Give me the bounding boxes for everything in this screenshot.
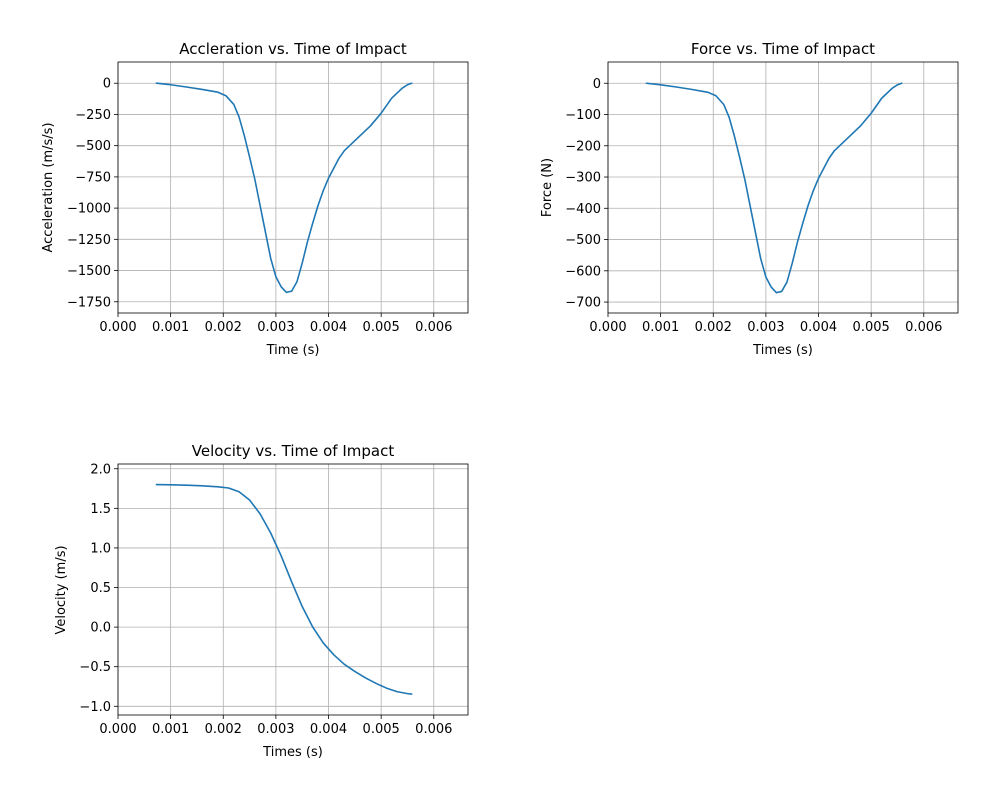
acceleration-x-tick-label: 0.002 (205, 320, 242, 335)
force-y-tick-label: −100 (565, 108, 601, 123)
velocity-chart-title: Velocity vs. Time of Impact (192, 442, 395, 460)
force-y-tick-label: −500 (565, 233, 601, 248)
force-y-tick-label: −600 (565, 264, 601, 279)
acceleration-chart-title: Accleration vs. Time of Impact (179, 40, 407, 58)
velocity-chart: Velocity vs. Time of Impact Times (s) Ve… (54, 442, 469, 760)
force-x-axis-label: Times (s) (752, 343, 813, 358)
force-y-tick-label: −200 (565, 139, 601, 154)
velocity-x-tick-label: 0.002 (205, 722, 242, 737)
acceleration-y-tick-label: −1500 (67, 264, 111, 279)
acceleration-chart: Accleration vs. Time of Impact Time (s) … (41, 40, 469, 358)
force-x-tick-label: 0.006 (905, 320, 942, 335)
force-x-tick-label: 0.001 (642, 320, 679, 335)
velocity-x-axis-label: Times (s) (262, 745, 323, 760)
force-x-tick-label: 0.004 (800, 320, 837, 335)
acceleration-y-tick-label: −1750 (67, 295, 111, 310)
velocity-y-tick-label: 1.0 (90, 541, 111, 556)
force-x-tick-label: 0.005 (853, 320, 890, 335)
force-x-tick-label: 0.003 (747, 320, 784, 335)
force-y-tick-label: −400 (565, 202, 601, 217)
force-y-tick-label: 0 (593, 77, 601, 92)
force-y-tick-label: −700 (565, 296, 601, 311)
acceleration-y-tick-label: −250 (75, 108, 111, 123)
acceleration-y-axis-label: Acceleration (m/s/s) (41, 122, 56, 252)
velocity-x-tick-label: 0.001 (152, 722, 189, 737)
velocity-y-tick-label: −0.5 (79, 660, 111, 675)
force-chart: Force vs. Time of Impact Times (s) Force… (540, 40, 959, 358)
acceleration-x-axis-label: Time (s) (266, 343, 320, 358)
velocity-x-tick-label: 0.006 (415, 722, 452, 737)
acceleration-x-tick-label: 0.005 (363, 320, 400, 335)
acceleration-series-line (155, 82, 413, 294)
velocity-y-tick-label: 1.5 (90, 502, 111, 517)
velocity-y-tick-label: 0.5 (90, 581, 111, 596)
acceleration-plot-frame (117, 61, 469, 314)
force-y-axis-label: Force (N) (540, 158, 555, 217)
velocity-y-tick-label: −1.0 (79, 700, 111, 715)
acceleration-y-tick-label: −500 (75, 139, 111, 154)
velocity-y-axis-label: Velocity (m/s) (54, 545, 69, 634)
force-y-tick-label: −300 (565, 171, 601, 186)
velocity-series-line (155, 483, 413, 695)
acceleration-y-tick-label: 0 (103, 77, 111, 92)
velocity-x-tick-label: 0.005 (363, 722, 400, 737)
acceleration-x-tick-label: 0.003 (257, 320, 294, 335)
force-series-line (645, 82, 903, 294)
velocity-plot-frame (117, 463, 469, 716)
force-x-tick-label: 0.000 (589, 320, 626, 335)
velocity-y-tick-label: 2.0 (90, 462, 111, 477)
force-plot-frame (607, 61, 959, 314)
velocity-y-tick-label: 0.0 (90, 621, 111, 636)
acceleration-x-tick-label: 0.001 (152, 320, 189, 335)
acceleration-x-tick-label: 0.006 (415, 320, 452, 335)
acceleration-x-tick-label: 0.000 (99, 320, 136, 335)
velocity-x-tick-label: 0.004 (310, 722, 347, 737)
acceleration-y-tick-label: −750 (75, 170, 111, 185)
acceleration-y-tick-label: −1000 (67, 202, 111, 217)
velocity-x-tick-label: 0.000 (99, 722, 136, 737)
velocity-x-tick-label: 0.003 (257, 722, 294, 737)
acceleration-y-tick-label: −1250 (67, 233, 111, 248)
force-x-tick-label: 0.002 (695, 320, 732, 335)
force-chart-title: Force vs. Time of Impact (691, 40, 875, 58)
acceleration-x-tick-label: 0.004 (310, 320, 347, 335)
